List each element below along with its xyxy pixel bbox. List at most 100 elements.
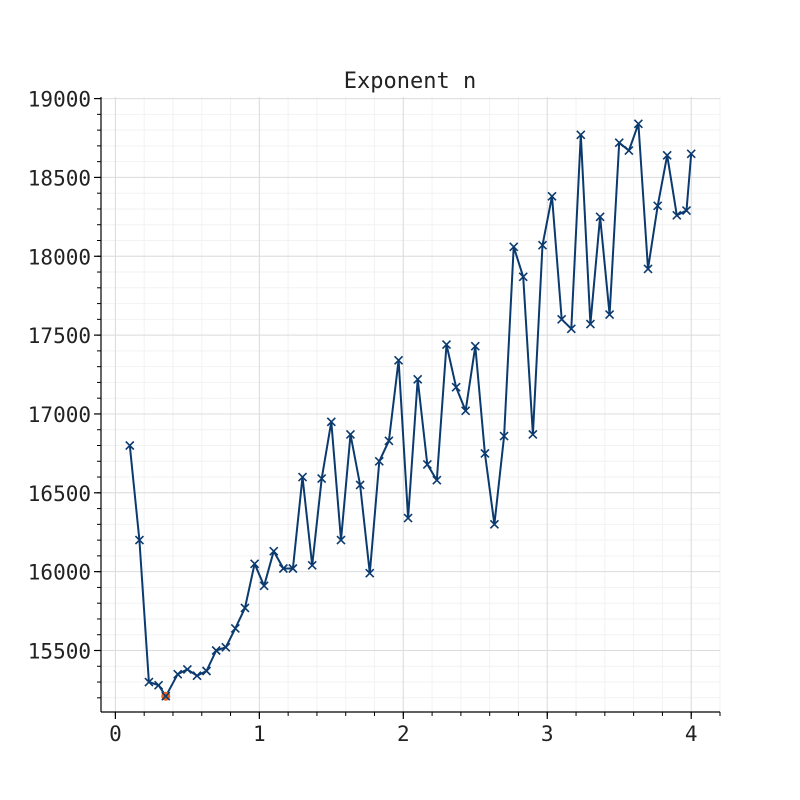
x-tick-label: 3 xyxy=(541,722,554,746)
marker-stroke xyxy=(566,324,576,334)
data-point-marker xyxy=(211,645,221,656)
marker-stroke xyxy=(557,314,567,324)
marker-stroke xyxy=(374,456,384,466)
marker-stroke xyxy=(480,448,490,458)
marker-stroke xyxy=(614,138,624,148)
marker-stroke xyxy=(134,535,145,545)
marker-stroke xyxy=(393,355,404,365)
data-point-marker xyxy=(192,671,202,681)
grid xyxy=(101,97,721,712)
marker-stroke xyxy=(230,623,240,633)
y-tick-label: 19000 xyxy=(28,88,91,112)
data-point-marker xyxy=(365,568,375,578)
marker-stroke xyxy=(307,560,317,570)
data-point-marker xyxy=(297,472,308,482)
data-point-marker xyxy=(422,459,432,469)
data-point-marker xyxy=(173,669,183,679)
data-point-marker xyxy=(681,205,692,216)
data-point-marker xyxy=(336,535,346,545)
x-tick-label: 4 xyxy=(685,722,698,746)
data-point-marker xyxy=(576,130,586,140)
data-point-marker xyxy=(509,242,519,252)
marker-stroke xyxy=(422,459,432,469)
marker-stroke xyxy=(681,205,692,216)
marker-stroke xyxy=(278,563,288,574)
marker-stroke xyxy=(432,475,442,485)
marker-stroke xyxy=(365,568,375,578)
x-tick-label: 1 xyxy=(253,722,266,746)
y-tick-label: 16000 xyxy=(28,561,91,585)
data-point-marker xyxy=(547,191,557,201)
marker-stroke xyxy=(633,119,643,129)
data-point-marker xyxy=(326,417,336,427)
data-point-marker xyxy=(307,560,317,570)
data-point-marker xyxy=(566,324,576,334)
marker-stroke xyxy=(461,406,471,416)
marker-stroke xyxy=(326,417,336,427)
data-point-marker xyxy=(393,355,404,365)
data-point-marker xyxy=(643,264,653,274)
marker-stroke xyxy=(173,669,183,679)
marker-stroke xyxy=(672,210,682,220)
marker-stroke xyxy=(509,242,519,252)
marker-stroke xyxy=(336,535,346,545)
data-point-marker xyxy=(480,448,490,458)
data-point-marker xyxy=(672,210,682,220)
marker-stroke xyxy=(451,382,461,392)
marker-stroke xyxy=(201,666,212,676)
data-point-marker xyxy=(518,272,528,282)
data-point-marker xyxy=(432,475,442,485)
marker-stroke xyxy=(643,264,653,274)
data-point-marker xyxy=(451,382,461,392)
chart-title: Exponent n xyxy=(344,69,476,94)
data-point-marker xyxy=(528,429,538,440)
marker-stroke xyxy=(585,319,596,329)
marker-stroke xyxy=(345,429,356,440)
marker-stroke xyxy=(576,130,586,140)
marker-stroke xyxy=(125,440,135,451)
marker-stroke xyxy=(595,212,605,222)
data-point-marker xyxy=(470,341,480,351)
marker-stroke xyxy=(662,150,672,160)
data-point-marker xyxy=(125,440,135,451)
marker-stroke xyxy=(259,581,269,591)
data-point-marker xyxy=(355,480,365,490)
y-tick-label: 15500 xyxy=(28,640,91,664)
y-tick-label: 17500 xyxy=(28,324,91,348)
plot-area xyxy=(101,97,720,712)
axes xyxy=(94,97,721,719)
data-point-marker xyxy=(374,456,384,466)
marker-stroke xyxy=(240,603,250,613)
marker-stroke xyxy=(144,677,154,687)
data-point-marker xyxy=(259,581,269,591)
data-point-marker xyxy=(489,519,499,529)
data-point-marker xyxy=(230,623,240,633)
data-point-marker xyxy=(653,201,663,211)
data-point-marker xyxy=(624,146,634,156)
data-point-marker xyxy=(250,559,260,569)
marker-stroke xyxy=(441,340,452,350)
y-tick-label: 18500 xyxy=(28,166,91,190)
data-point-marker xyxy=(614,138,624,148)
marker-stroke xyxy=(211,645,221,656)
marker-stroke xyxy=(413,374,423,384)
marker-stroke xyxy=(250,559,260,569)
marker-stroke xyxy=(269,546,279,556)
data-point-marker xyxy=(134,535,145,545)
marker-stroke xyxy=(470,341,480,351)
data-point-marker xyxy=(686,149,696,159)
data-point-marker xyxy=(201,666,212,676)
data-point-marker xyxy=(557,314,567,324)
data-point-marker xyxy=(384,436,394,446)
data-point-marker xyxy=(662,150,672,160)
marker-stroke xyxy=(192,671,202,681)
marker-stroke xyxy=(317,474,327,484)
data-point-marker xyxy=(537,240,548,250)
marker-stroke xyxy=(605,310,615,320)
marker-stroke xyxy=(499,431,509,441)
marker-stroke xyxy=(154,680,164,690)
tick-labels: 0 1 2 3 4 15500 16000 16500 17000 17500 18000 18500… xyxy=(28,88,698,746)
data-point-marker xyxy=(278,563,288,574)
x-tick-label: 0 xyxy=(109,722,122,746)
